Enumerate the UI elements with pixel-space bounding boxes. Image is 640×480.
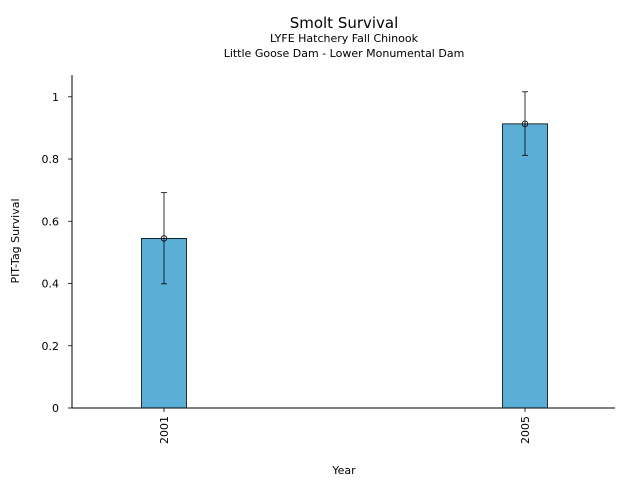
data-point-2001 [160,235,168,242]
bars-group [141,123,548,409]
y-axis-label: PIT-Tag Survival [9,198,22,283]
chart-subtitle-1: LYFE Hatchery Fall Chinook [270,32,419,45]
y-tick-label-3: 0.6 [42,215,60,228]
x-ticks-group: 2001 2005 [158,408,532,444]
x-tick-label-2005: 2005 [519,416,532,444]
y-tick-label-4: 0.8 [42,153,60,166]
chart-subtitle-2: Little Goose Dam - Lower Monumental Dam [224,47,465,60]
y-ticks-group: 0 0.2 0.4 0.6 0.8 1 [42,91,72,415]
bar-2005 [502,123,548,409]
x-axis-label: Year [331,464,356,477]
error-bars-group [160,91,529,285]
data-point-2005 [521,120,529,128]
y-tick-label-5: 1 [52,91,59,104]
x-tick-label-2001: 2001 [158,416,171,444]
y-tick-label-2: 0.4 [42,278,60,291]
chart-title: Smolt Survival [290,14,399,32]
y-tick-label-0: 0 [52,402,59,415]
y-tick-label-1: 0.2 [42,340,60,353]
